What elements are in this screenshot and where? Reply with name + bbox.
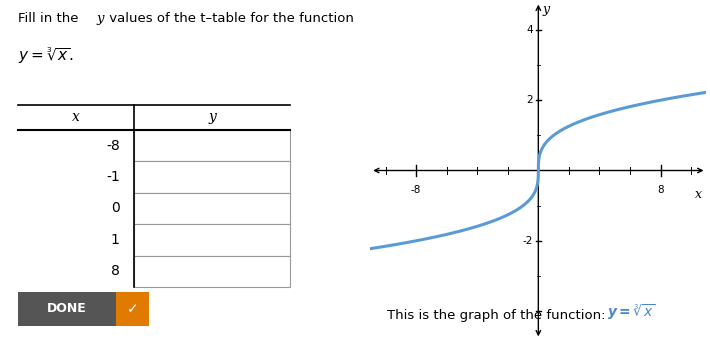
Text: Fill in the: Fill in the: [18, 12, 83, 25]
Bar: [18, 292, 116, 326]
Text: y: y: [542, 3, 550, 16]
Text: 0: 0: [111, 202, 120, 216]
Text: This is the graph of the function:: This is the graph of the function:: [387, 309, 610, 322]
Bar: [134, 255, 290, 287]
Bar: [116, 292, 148, 326]
Text: -1: -1: [106, 170, 120, 184]
Bar: [134, 224, 290, 255]
Text: 8: 8: [111, 264, 120, 278]
Text: 4: 4: [526, 25, 533, 35]
Text: x: x: [695, 188, 702, 201]
Text: values of the t–table for the function: values of the t–table for the function: [105, 12, 354, 25]
Bar: [134, 193, 290, 224]
Text: -8: -8: [411, 184, 421, 195]
Text: y: y: [208, 110, 217, 124]
Text: 8: 8: [657, 184, 664, 195]
Text: -2: -2: [523, 236, 533, 246]
Text: x: x: [72, 110, 80, 124]
Text: $y = \sqrt[3]{x}.$: $y = \sqrt[3]{x}.$: [18, 46, 74, 66]
Text: -8: -8: [106, 139, 120, 153]
Text: y: y: [96, 12, 104, 25]
Text: $\boldsymbol{y = \sqrt[3]{x}}$: $\boldsymbol{y = \sqrt[3]{x}}$: [607, 302, 655, 322]
Text: DONE: DONE: [47, 302, 87, 315]
Bar: [134, 161, 290, 193]
Bar: [134, 130, 290, 161]
Text: 2: 2: [526, 95, 533, 105]
Text: 1: 1: [111, 233, 120, 247]
Text: ✓: ✓: [126, 302, 138, 316]
